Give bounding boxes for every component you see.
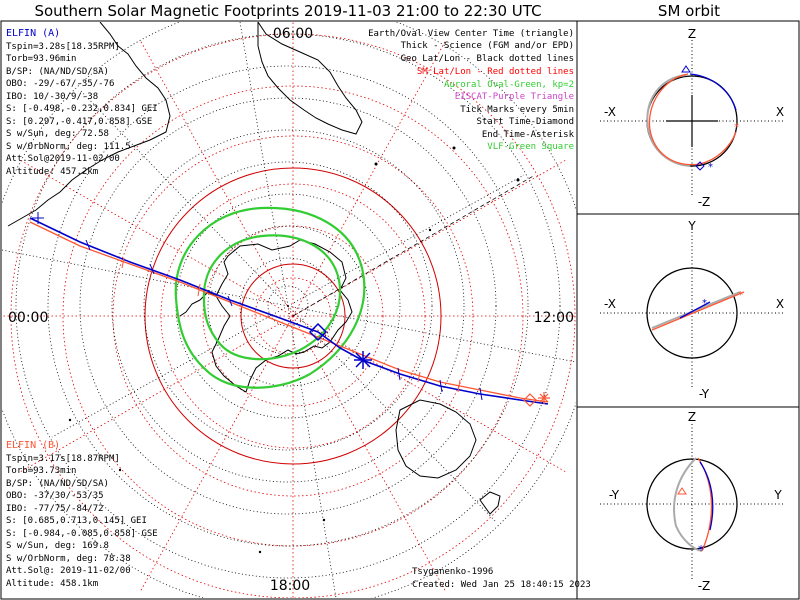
elfin-b-start-diamond [523,393,537,407]
elfin-b-line: Altitude: 458.1km [6,579,98,589]
elfin-a-line: Torb=93.96min [6,54,76,64]
elfin-a-info: ELFIN (A) Tspin=3.28s[18.35RPM] Torb=93.… [6,28,158,177]
sm-panel-2-bottom-label: -Y [699,387,710,401]
elfin-a-end-asterisk [354,351,372,369]
sm-panel-1-bottom-label: -Z [698,195,711,209]
sm-panel-3-top-label: Z [688,410,696,424]
elfin-a-line: B/SP: (NA/ND/SD/SA) [6,67,109,77]
elfin-b-line: Torb=93.73min [6,466,76,476]
islands [68,146,520,554]
model-credit: Tsyganenko-1996 [412,567,493,577]
elfin-b-line: S w/OrbNorm, deg: 78.38 [6,554,131,564]
sm-panel-1: * * Z -Z -X X [600,27,784,209]
time-label-right: 12:00 [534,310,574,326]
elfin-b-line: S: [-0.984,-0.085,0.858] GSE [6,529,158,539]
svg-text:*: * [708,162,713,173]
svg-text:*: * [734,122,739,133]
elfin-b-line: B/SP: (NA/ND/SD/SA) [6,479,109,489]
legend: Earth/Oval View Center Time (triangle) T… [368,29,574,152]
new-zealand-coastline [479,491,501,515]
elfin-a-line: Att.Sol@2019-11-02/00 [6,154,120,164]
sm-panel-3: * Z -Z -Y Y [600,410,784,593]
sm-panel-1-left-label: -X [604,105,616,119]
plot-title: Southern Solar Magnetic Footprints 2019-… [34,2,542,20]
elfin-a-line: Altitude: 457.2km [6,167,98,177]
time-label-bottom: 18:00 [270,578,310,594]
legend-item: Auroral Oval-Green, kp=2 [444,80,574,90]
sm-panel-2-earth [646,267,738,359]
elfin-a-line: S w/Sun, deg: 72.58 [6,129,109,139]
elfin-a-line: S: [-0.498,-0.232,0.834] GEI [6,104,158,114]
svg-text:*: * [698,543,704,557]
elfin-a-line: S: [0.297,-0.417,0.858] GSE [6,117,152,127]
sm-panel-2-top-label: Y [687,219,696,233]
legend-item: SM Lat/Lon - Red dotted lines [417,67,574,77]
elfin-b-line: S: [0.685,0.713,0.145] GEI [6,516,147,526]
legend-item: Thick - Science (FGM and/or EPD) [401,41,574,51]
elfin-a-start-diamond [308,322,328,342]
legend-item: End Time-Asterisk [482,130,575,140]
elfin-b-line: IBO: -77/75/-84/72 [6,504,104,514]
elfin-b-end-asterisk [538,392,550,404]
time-label-top: 06:00 [273,26,313,42]
elfin-a-line: Tspin=3.28s[18.35RPM] [6,42,120,52]
elfin-b-line: Tspin=3.17s[18.87RPM] [6,454,120,464]
sm-panel-3-bottom-label: -Z [698,579,711,593]
sm-panel-3-right-label: Y [773,488,782,502]
antarctica-coastline [211,239,353,393]
svg-text:*: * [738,290,743,301]
sm-panel-3-earth [646,458,738,550]
sm-panel-3-frame [576,406,800,600]
sm-panel-1-top-label: Z [688,27,696,41]
elfin-b-info: ELFIN (B) Tspin=3.17s[18.87RPM] Torb=93.… [6,440,158,589]
sm-panel-3-left-label: -Y [609,488,620,502]
elfin-b-track [29,221,549,403]
legend-item: Geo Lat/Lon - Black dotted lines [401,54,574,64]
time-label-left: 00:00 [8,310,48,326]
elfin-b-line: S w/Sun, deg: 169.8 [6,541,109,551]
elfin-a-line: S w/OrbNorm, deg: 111.5 [6,142,131,152]
svg-text:*: * [702,298,707,309]
view-center-line [292,174,536,317]
sm-panel-2-right-label: X [776,297,784,311]
sm-panel-2: * * Y -Y -X X [600,219,784,401]
legend-item: Tick Marks every 5min [460,105,574,115]
sm-orbit-title: SM orbit [657,2,721,20]
legend-item: EISCAT-Purple Triangle [455,92,574,102]
elfin-a-line: IBO: 10/-30/9/-38 [6,92,98,102]
created-timestamp: Created: Wed Jan 25 18:40:15 2023 [412,580,591,590]
elfin-a-end-asterisk-small [32,212,44,224]
sm-panel-2-left-label: -X [604,297,616,311]
legend-item: VLF-Green Square [487,142,574,152]
australia-coastline [395,399,477,479]
elfin-a-track [29,217,549,405]
auroral-oval [174,206,366,389]
south-america-coastline [7,22,171,227]
track-ticks [85,239,483,401]
sm-circle-outer [144,167,442,465]
elfin-b-line: Att.Sol@: 2019-11-02/00 [6,566,131,576]
africa-coastline [257,22,363,135]
elfin-b-name: ELFIN (B) [6,440,60,451]
legend-item: Earth/Oval View Center Time (triangle) [368,29,574,39]
elfin-a-line: OBO: -29/-67/-35/-76 [6,79,114,89]
sm-panel-1-right-label: X [776,105,784,119]
elfin-b-line: OBO: -37/30/-53/35 [6,491,104,501]
elfin-a-name: ELFIN (A) [6,28,60,39]
track-ticks-b [121,257,461,393]
legend-item: Start Time-Diamond [476,117,574,127]
geo-grid [2,22,576,598]
